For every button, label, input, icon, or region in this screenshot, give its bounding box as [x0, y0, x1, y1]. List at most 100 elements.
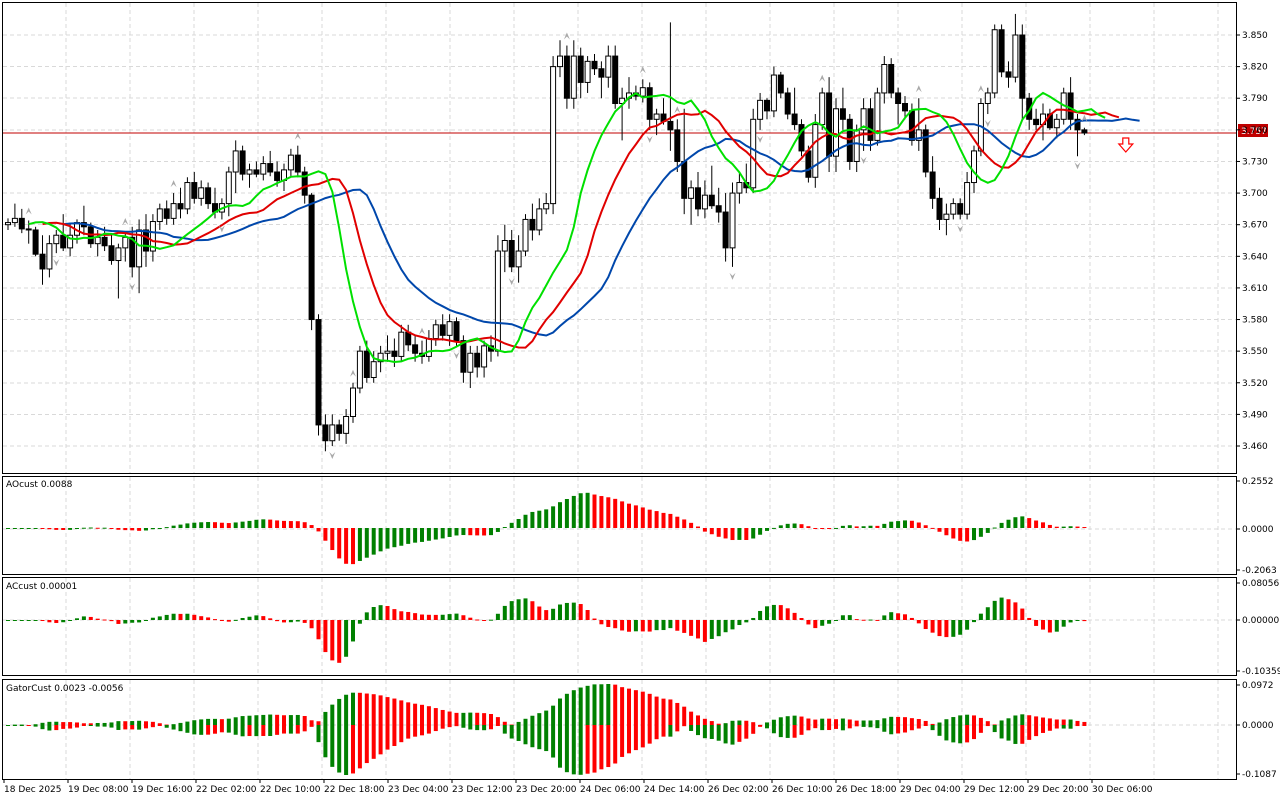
candle-body-bear	[929, 171, 936, 199]
gator-lower-bar	[564, 725, 569, 773]
ac-panel[interactable]	[6, 597, 1087, 663]
gator-upper-bar	[854, 720, 859, 725]
ac-bar	[75, 618, 79, 620]
gator-lower-bar	[544, 725, 549, 752]
ao-bar	[558, 502, 562, 528]
candle	[1019, 24, 1026, 120]
candle	[80, 205, 87, 236]
ac-bar	[1068, 620, 1073, 623]
candle-body-bear	[888, 64, 895, 94]
candle-body-bull	[115, 247, 122, 262]
candle-body-bull	[984, 92, 991, 105]
ac-bar	[468, 617, 473, 620]
candle-body-bear	[308, 194, 315, 321]
ao-bar	[1068, 526, 1073, 528]
ac-bar	[854, 619, 859, 621]
fractal-down	[329, 452, 336, 459]
gator-upper-bar	[765, 722, 769, 725]
candle-body-bull	[833, 108, 839, 157]
y-tick-label: 3.790	[1242, 94, 1268, 104]
candle-body-bull	[881, 64, 888, 94]
candle-body-bear	[453, 321, 460, 342]
gator-lower-bar	[937, 725, 942, 736]
gator-lower-bar	[696, 725, 700, 736]
ao-bar	[778, 525, 783, 528]
gator-lower-bar	[219, 725, 224, 733]
gator-lower-bar	[661, 725, 666, 737]
gator-lower-bar	[178, 725, 183, 732]
ac-bar	[792, 612, 797, 620]
candle	[246, 163, 253, 188]
ao-bar	[903, 520, 907, 528]
ao-bar	[475, 528, 480, 536]
candle	[764, 98, 770, 120]
candle	[715, 187, 722, 223]
candle	[695, 172, 701, 217]
candle-body-bear	[163, 208, 170, 219]
ao-bar	[1006, 519, 1011, 528]
ao-label: AOcust 0.0088	[6, 480, 73, 490]
candle-body-bear	[177, 203, 184, 210]
gator-lower-bar	[1068, 725, 1073, 729]
gator-lower-bar	[213, 725, 217, 734]
gator-upper-bar	[661, 698, 666, 725]
gator-upper-bar	[399, 700, 404, 725]
candle-body-bull	[915, 129, 922, 141]
candle	[619, 87, 626, 141]
ao-bar	[958, 528, 963, 541]
gator-upper-bar	[385, 697, 390, 725]
candle-body-bull	[425, 338, 432, 357]
ac-bar	[61, 620, 66, 623]
ao-bar	[254, 519, 259, 528]
candle	[543, 193, 550, 215]
gator-lower-bar	[834, 725, 838, 729]
ao-bar	[702, 528, 707, 532]
candle-body-bear	[274, 171, 281, 181]
ao-bar	[647, 509, 652, 528]
ac-bar	[558, 604, 562, 620]
fractal-down	[860, 156, 867, 164]
ao-bar	[972, 528, 976, 541]
ac-bar	[502, 605, 507, 620]
gator-lower-bar	[827, 725, 832, 731]
candle-body-bear	[191, 182, 198, 199]
y-tick-label: -0.2063	[1242, 566, 1277, 576]
ac-bar	[475, 619, 480, 621]
gator-upper-bar	[668, 699, 673, 725]
gator-upper-bar	[371, 694, 376, 725]
ao-bar	[240, 521, 245, 528]
gator-upper-bar	[489, 714, 493, 725]
candle	[115, 243, 122, 299]
ac-bar	[751, 617, 756, 620]
gator-panel-frame	[2, 679, 1237, 780]
candle-body-bull	[156, 208, 163, 223]
gator-lower-bar	[316, 725, 321, 743]
gator-upper-bar	[192, 720, 197, 725]
price-panel[interactable]	[3, 13, 1236, 459]
ac-bar	[392, 609, 397, 620]
ao-bar	[123, 528, 128, 531]
ac-bar	[81, 616, 86, 620]
ac-bar	[985, 607, 990, 620]
ac-bar	[1020, 608, 1025, 620]
gator-lower-bar	[254, 725, 259, 737]
ao-bar	[682, 519, 687, 528]
ao-bar	[730, 528, 735, 541]
candle	[287, 148, 294, 178]
ao-panel[interactable]	[6, 492, 1087, 565]
candle	[1067, 77, 1074, 130]
candle	[1005, 61, 1012, 88]
candle	[612, 45, 619, 109]
candle-body-bear	[25, 228, 32, 231]
gator-lower-bar	[751, 725, 756, 734]
gator-panel[interactable]	[6, 684, 1087, 775]
candle	[936, 187, 943, 230]
gator-lower-bar	[516, 725, 521, 741]
gator-upper-bar	[916, 719, 921, 725]
gator-lower-bar	[102, 725, 107, 727]
gator-lower-bar	[537, 725, 542, 750]
ao-bar	[199, 522, 204, 528]
candle-body-bull	[653, 113, 660, 120]
candle	[791, 87, 798, 130]
